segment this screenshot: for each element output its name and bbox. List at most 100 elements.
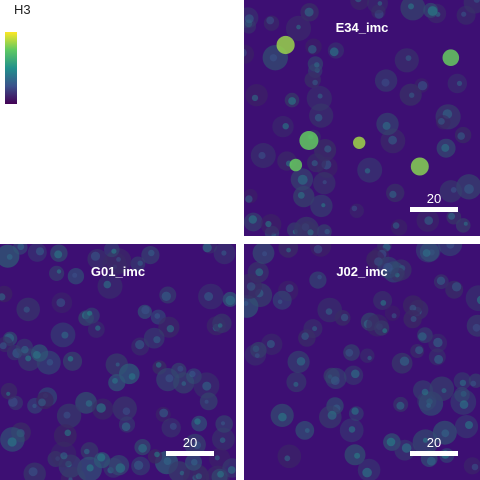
scalebar bbox=[410, 207, 458, 212]
panel-label: G01_imc bbox=[90, 264, 146, 279]
cell-speckle bbox=[252, 345, 260, 353]
cell-speckle bbox=[441, 429, 450, 438]
cell-speckle bbox=[380, 300, 387, 306]
scalebar bbox=[166, 451, 214, 456]
cell-speckle bbox=[195, 473, 202, 480]
cell-speckle bbox=[177, 365, 184, 372]
cell-speckle bbox=[266, 340, 275, 348]
cell-speckle bbox=[422, 249, 431, 257]
cell-speckle bbox=[297, 191, 305, 199]
cell-speckle bbox=[65, 460, 72, 468]
cell-speckle bbox=[426, 456, 436, 466]
cell-speckle bbox=[396, 401, 405, 410]
cell-blob bbox=[119, 363, 140, 385]
cell-speckle bbox=[322, 180, 327, 185]
cell-speckle bbox=[345, 348, 354, 357]
cell-speckle bbox=[254, 353, 260, 358]
cell-speckle bbox=[364, 168, 371, 174]
cell-speckle bbox=[90, 251, 101, 261]
cell-speckle bbox=[258, 151, 266, 160]
cell-speckle bbox=[85, 400, 93, 407]
cell-speckle bbox=[72, 272, 78, 278]
cell-speckle bbox=[33, 351, 41, 359]
cell-speckle bbox=[451, 282, 462, 292]
cell-blob bbox=[199, 392, 218, 411]
cell-speckle bbox=[301, 332, 309, 340]
cell-speckle bbox=[46, 359, 54, 366]
cell-speckle bbox=[219, 437, 226, 443]
cell-speckle bbox=[415, 346, 424, 355]
cell-speckle bbox=[95, 325, 101, 331]
bright-cell bbox=[299, 131, 319, 150]
cell-blob bbox=[455, 218, 471, 233]
cell-blob bbox=[374, 320, 390, 336]
cell-speckle bbox=[459, 400, 469, 409]
cell-speckle bbox=[262, 251, 268, 257]
cell-speckle bbox=[181, 381, 187, 386]
cell-speckle bbox=[63, 411, 71, 419]
cell-blob bbox=[316, 224, 332, 236]
cell-speckle bbox=[461, 11, 467, 17]
scalebar bbox=[410, 451, 458, 456]
cell-speckle bbox=[87, 310, 93, 316]
cell-speckle bbox=[278, 412, 287, 422]
cell-speckle bbox=[459, 379, 467, 387]
cell-speckle bbox=[422, 437, 428, 443]
cell-speckle bbox=[7, 397, 18, 407]
cell-speckle bbox=[351, 407, 359, 415]
cell-speckle bbox=[56, 269, 62, 274]
cell-speckle bbox=[312, 79, 318, 86]
cell-speckle bbox=[405, 55, 412, 61]
cell-speckle bbox=[464, 184, 474, 194]
cell-speckle bbox=[362, 467, 372, 478]
cell-speckle bbox=[399, 356, 410, 366]
cell-speckle bbox=[388, 135, 397, 145]
cell-speckle bbox=[255, 268, 264, 277]
cell-speckle bbox=[148, 249, 155, 257]
cell-speckle bbox=[193, 441, 202, 450]
cell-speckle bbox=[38, 398, 46, 407]
cell-blob bbox=[147, 449, 163, 464]
cell-speckle bbox=[324, 228, 330, 235]
cell-speckle bbox=[450, 187, 457, 193]
cell-speckle bbox=[217, 470, 225, 478]
cell-speckle bbox=[313, 244, 323, 254]
cell-blob bbox=[400, 0, 426, 21]
cell-speckle bbox=[436, 276, 446, 285]
scalebar-label: 20 bbox=[426, 191, 442, 206]
cell-speckle bbox=[382, 328, 388, 334]
cell-speckle bbox=[112, 377, 118, 384]
cell-speckle bbox=[314, 62, 320, 68]
cell-speckle bbox=[220, 421, 226, 426]
bright-cell bbox=[410, 157, 429, 176]
cell-speckle bbox=[189, 370, 196, 378]
cell-speckle bbox=[97, 453, 106, 462]
cell-speckle bbox=[304, 428, 310, 433]
cell-speckle bbox=[60, 452, 68, 460]
cell-speckle bbox=[159, 408, 169, 418]
cell-speckle bbox=[324, 145, 332, 153]
cell-speckle bbox=[153, 336, 161, 344]
cell-speckle bbox=[381, 78, 390, 87]
cell-speckle bbox=[265, 220, 272, 228]
colorbar-title: H3 bbox=[14, 2, 31, 17]
bright-cell bbox=[442, 49, 460, 66]
cell-speckle bbox=[54, 250, 63, 259]
cell-speckle bbox=[166, 325, 175, 333]
cell-speckle bbox=[282, 123, 289, 130]
cell-speckle bbox=[204, 292, 214, 301]
cell-speckle bbox=[248, 215, 257, 224]
cell-speckle bbox=[221, 250, 227, 256]
cell-speckle bbox=[288, 97, 296, 105]
cell-speckle bbox=[293, 381, 299, 387]
cell-speckle bbox=[377, 1, 383, 6]
cell-speckle bbox=[84, 448, 90, 455]
cell-speckle bbox=[244, 301, 249, 306]
cell-speckle bbox=[424, 216, 433, 225]
cell-blob bbox=[350, 0, 370, 11]
cell-speckle bbox=[67, 356, 74, 362]
cell-speckle bbox=[35, 247, 45, 256]
cell-speckle bbox=[456, 80, 463, 86]
cell-speckle bbox=[96, 403, 106, 413]
cell-image bbox=[244, 0, 480, 236]
